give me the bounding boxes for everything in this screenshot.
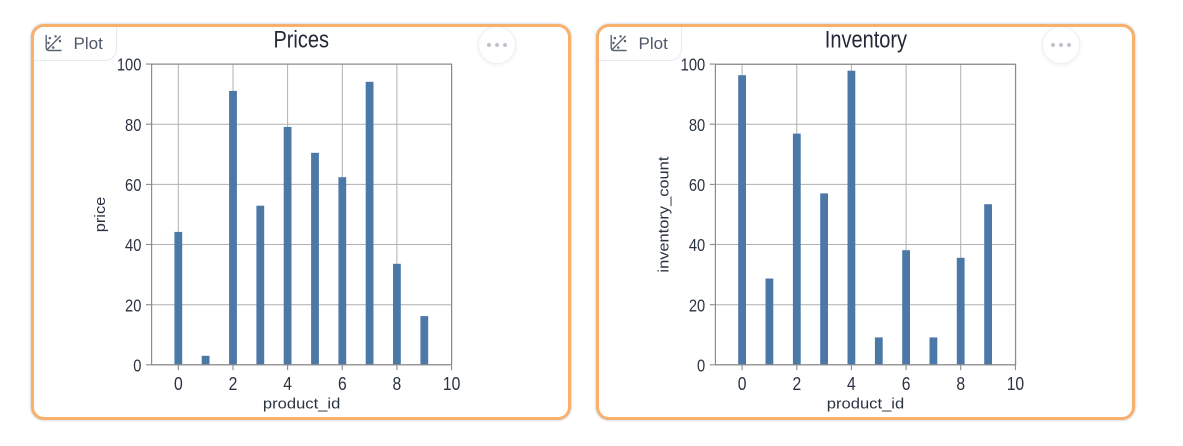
svg-text:100: 100 — [116, 55, 141, 75]
svg-text:60: 60 — [689, 175, 705, 195]
svg-text:10: 10 — [442, 373, 459, 393]
svg-text:6: 6 — [338, 373, 347, 393]
svg-text:4: 4 — [283, 373, 292, 393]
svg-text:80: 80 — [125, 115, 141, 135]
svg-text:inventory_count: inventory_count — [656, 155, 672, 272]
svg-text:0: 0 — [174, 373, 183, 393]
svg-text:0: 0 — [697, 356, 705, 376]
svg-text:10: 10 — [1007, 373, 1024, 393]
svg-text:4: 4 — [847, 373, 856, 393]
svg-text:100: 100 — [681, 55, 706, 75]
svg-text:8: 8 — [392, 373, 401, 393]
svg-text:80: 80 — [689, 115, 705, 135]
svg-text:2: 2 — [792, 373, 801, 393]
svg-text:Inventory: Inventory — [825, 27, 907, 53]
svg-text:price: price — [93, 196, 109, 232]
svg-text:20: 20 — [689, 296, 705, 316]
svg-text:20: 20 — [125, 296, 141, 316]
svg-text:60: 60 — [125, 175, 141, 195]
svg-text:Prices: Prices — [273, 27, 329, 53]
svg-text:0: 0 — [133, 356, 141, 376]
svg-text:2: 2 — [228, 373, 237, 393]
svg-text:product_id: product_id — [827, 396, 904, 412]
svg-text:8: 8 — [956, 373, 965, 393]
svg-text:40: 40 — [125, 235, 141, 255]
svg-text:product_id: product_id — [262, 396, 339, 412]
svg-text:40: 40 — [689, 235, 705, 255]
svg-text:0: 0 — [738, 373, 747, 393]
svg-text:6: 6 — [902, 373, 911, 393]
